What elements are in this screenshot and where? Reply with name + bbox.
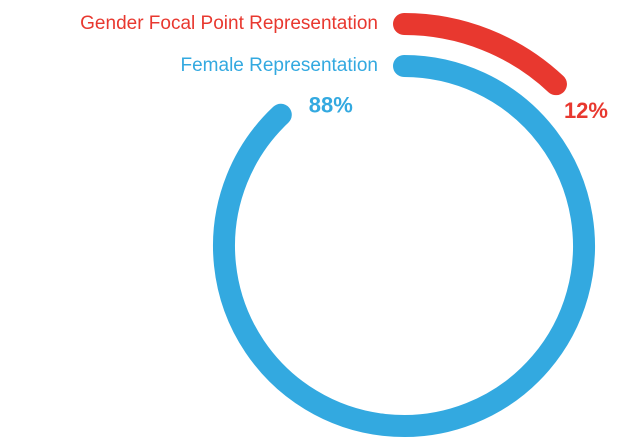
legend-label: Gender Focal Point Representation	[80, 13, 378, 34]
value-label: 88%	[309, 93, 353, 118]
arc	[393, 13, 567, 96]
value-label: 12%	[564, 98, 608, 123]
legend-label: Female Representation	[181, 55, 379, 76]
arc	[213, 55, 595, 437]
